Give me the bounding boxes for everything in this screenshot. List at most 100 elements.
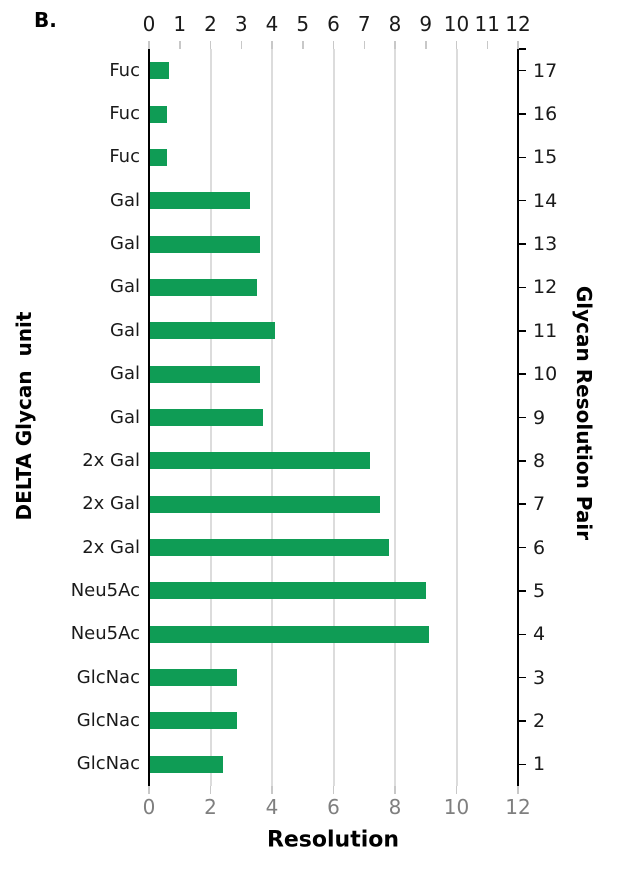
pair-number-16: 16 (533, 103, 558, 126)
x-top-tick-label-0: 0 (142, 12, 156, 36)
right-tick-pair-1 (519, 763, 526, 766)
right-tick-pair-15 (519, 156, 526, 159)
x-top-tick-1 (179, 41, 181, 49)
pair-number-2: 2 (533, 709, 546, 732)
x-bottom-tick-6 (332, 786, 335, 794)
right-tick-pair-5 (519, 590, 526, 592)
bar-pair-12 (149, 278, 257, 296)
x-top-tick-6 (332, 41, 335, 49)
pair-number-6: 6 (533, 536, 546, 559)
right-axis-title: Glycan Resolution Pair (572, 285, 596, 541)
category-label-pair-17: Fuc (109, 59, 140, 81)
x-top-tick-label-5: 5 (296, 12, 310, 36)
pair-number-11: 11 (533, 319, 558, 342)
category-label-pair-15: Fuc (109, 146, 140, 168)
x-top-tick-label-10: 10 (443, 12, 470, 36)
x-bottom-tick-4 (271, 786, 273, 794)
pair-number-3: 3 (533, 666, 546, 689)
x-top-tick-0 (148, 41, 150, 49)
bar-pair-9 (149, 409, 263, 426)
pair-number-14: 14 (533, 189, 558, 212)
right-tick-pair-3 (519, 676, 526, 679)
bar-pair-11 (149, 322, 276, 340)
pair-number-9: 9 (533, 406, 546, 429)
x-bottom-tick-8 (394, 786, 396, 794)
gridline-x-6 (332, 49, 335, 786)
pair-number-4: 4 (533, 623, 546, 646)
bar-pair-2 (149, 712, 237, 730)
pair-number-1: 1 (533, 753, 546, 776)
pair-number-8: 8 (533, 449, 546, 472)
right-tick-pair-6 (519, 546, 526, 549)
right-tick-pair-11 (519, 330, 526, 332)
x-bottom-tick-label-0: 0 (142, 795, 156, 819)
pair-number-12: 12 (533, 276, 558, 299)
category-label-pair-14: Gal (110, 189, 140, 211)
right-tick-pair-14 (519, 199, 526, 202)
bar-pair-3 (149, 669, 237, 687)
x-bottom-tick-label-2: 2 (204, 795, 217, 819)
pair-number-13: 13 (533, 233, 558, 256)
bar-pair-8 (149, 452, 371, 470)
right-tick-pair-13 (519, 243, 526, 245)
bar-pair-6 (149, 539, 389, 557)
right-tick-pair-17 (519, 69, 526, 72)
panel-label: B. (34, 8, 57, 32)
x-top-tick-label-2: 2 (204, 12, 217, 36)
bar-pair-16 (149, 105, 168, 123)
right-tick-pair-16 (519, 113, 526, 115)
x-bottom-tick-2 (209, 786, 212, 794)
x-top-tick-label-1: 1 (173, 12, 187, 36)
x-axis-title: Resolution (266, 827, 400, 853)
category-label-pair-3: GlcNac (76, 666, 140, 688)
x-top-tick-label-9: 9 (419, 12, 433, 36)
pair-number-5: 5 (533, 579, 546, 602)
x-top-tick-10 (455, 41, 458, 49)
x-top-tick-label-7: 7 (357, 12, 371, 36)
gridline-x-10 (455, 49, 458, 786)
bar-pair-10 (149, 365, 260, 383)
y-axis-left-line (148, 49, 150, 786)
right-tick-pair-9 (519, 416, 526, 419)
pair-number-7: 7 (533, 493, 546, 516)
x-bottom-tick-10 (455, 786, 458, 794)
category-label-pair-6: 2x Gal (82, 536, 140, 558)
x-top-tick-label-4: 4 (265, 12, 279, 36)
category-label-pair-7: 2x Gal (82, 493, 140, 515)
bar-pair-5 (149, 582, 426, 600)
pair-number-10: 10 (533, 363, 558, 386)
right-tick-pair-2 (519, 720, 526, 722)
x-top-tick-5 (302, 41, 304, 49)
x-top-tick-8 (394, 41, 396, 49)
category-label-pair-5: Neu5Ac (70, 579, 140, 601)
category-label-pair-9: Gal (110, 406, 140, 428)
x-top-tick-3 (240, 41, 242, 49)
bar-pair-14 (149, 192, 251, 210)
x-top-tick-label-3: 3 (234, 12, 248, 36)
right-axis-top-tick (519, 48, 526, 50)
x-top-tick-11 (486, 41, 488, 49)
x-top-tick-label-6: 6 (327, 12, 340, 36)
x-top-tick-9 (425, 41, 427, 49)
bar-pair-15 (149, 148, 168, 166)
right-tick-pair-8 (519, 460, 526, 462)
category-label-pair-2: GlcNac (76, 709, 140, 731)
x-top-tick-label-12: 12 (505, 12, 531, 36)
category-label-pair-1: GlcNac (76, 753, 140, 775)
x-bottom-tick-label-4: 4 (265, 795, 279, 819)
gridline-x-8 (394, 49, 396, 786)
right-tick-pair-7 (519, 503, 526, 505)
category-label-pair-13: Gal (110, 233, 140, 255)
x-top-tick-12 (517, 41, 519, 49)
plot-area (149, 49, 518, 786)
bar-pair-17 (149, 62, 169, 80)
bar-pair-1 (149, 755, 223, 773)
x-bottom-tick-label-6: 6 (327, 795, 340, 819)
x-bottom-tick-12 (517, 786, 519, 794)
x-bottom-tick-label-8: 8 (388, 795, 402, 819)
bar-pair-13 (149, 235, 260, 253)
right-tick-pair-10 (519, 373, 526, 375)
pair-number-17: 17 (533, 59, 558, 82)
x-top-tick-label-8: 8 (388, 12, 402, 36)
